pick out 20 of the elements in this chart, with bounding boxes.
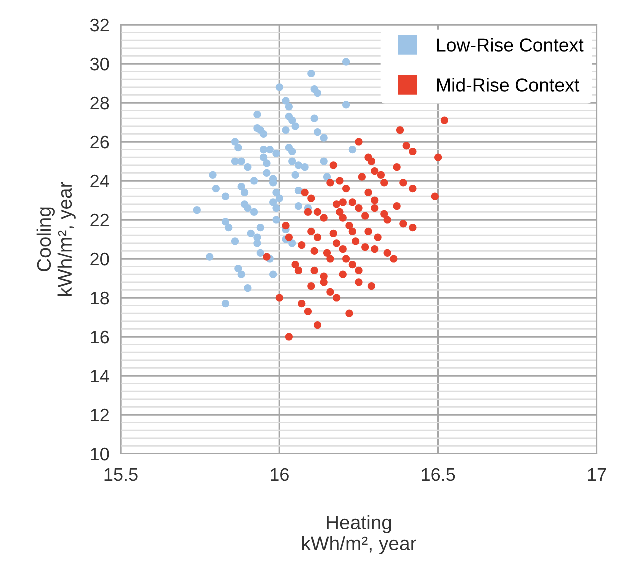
y-tick-label: 20 bbox=[90, 252, 110, 266]
y-tick-label: 32 bbox=[90, 18, 109, 32]
y-tick-label: 26 bbox=[90, 136, 110, 149]
y-tick-label: 28 bbox=[90, 96, 110, 110]
x-tick-label: 16.5 bbox=[422, 468, 456, 482]
legend-label: Mid-Rise Context bbox=[437, 78, 580, 92]
x-tick-label: 16 bbox=[271, 468, 289, 482]
legend-label: Low-Rise Context bbox=[437, 38, 584, 52]
x-axis-title: Heating kWh/m², year bbox=[302, 515, 416, 554]
y-axis-title: Cooling kWh/m², year bbox=[36, 182, 76, 296]
y-tick-label: 30 bbox=[90, 58, 110, 71]
y-tick-label: 22 bbox=[90, 214, 109, 227]
y-tick-label: 14 bbox=[91, 370, 110, 383]
x-tick-label: 15.5 bbox=[104, 468, 138, 482]
y-tick-label: 24 bbox=[90, 174, 110, 188]
y-tick-label: 12 bbox=[91, 408, 109, 422]
y-tick-label: 16 bbox=[91, 330, 110, 344]
y-tick-label: 10 bbox=[91, 448, 110, 461]
y-tick-label: 18 bbox=[91, 292, 110, 305]
x-tick-label: 17 bbox=[588, 468, 606, 481]
